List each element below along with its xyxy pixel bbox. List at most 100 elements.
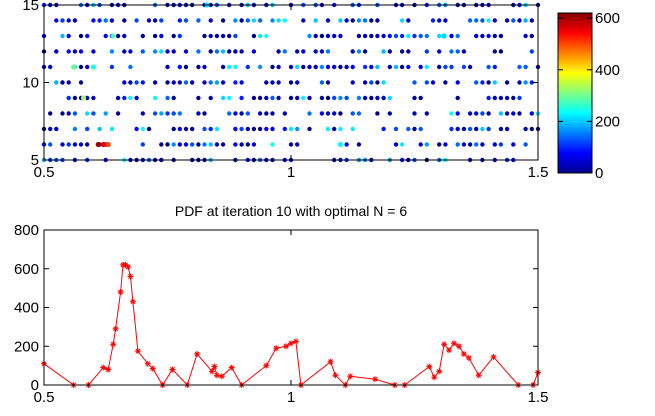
scatter-point [443, 80, 448, 85]
scatter-point [461, 64, 467, 70]
pdf-marker [112, 325, 119, 332]
scatter-point [146, 18, 152, 23]
scatter-point [288, 126, 294, 132]
scatter-point [85, 33, 90, 39]
scatter-point [115, 111, 121, 116]
scatter-point [220, 64, 226, 70]
scatter-point [171, 80, 176, 85]
scatter-point [480, 33, 485, 39]
scatter-point [270, 64, 275, 70]
scatter-point [264, 80, 269, 85]
scatter-point [362, 18, 368, 23]
scatter-point [529, 49, 534, 54]
scatter-point [190, 142, 195, 147]
scatter-point [369, 80, 374, 85]
scatter-point [486, 111, 491, 116]
scatter-point [461, 126, 467, 132]
scatter-point [171, 95, 176, 101]
scatter-point [270, 126, 275, 132]
scatter-point [214, 126, 220, 132]
scatter-point [214, 142, 220, 147]
scatter-point [183, 64, 189, 70]
scatter-y-tick-label: 10 [22, 75, 39, 92]
scatter-point [245, 64, 250, 70]
scatter-point [239, 111, 244, 116]
scatter-point [350, 80, 355, 85]
scatter-point [257, 33, 263, 39]
line-y-tick-label: 200 [14, 338, 39, 355]
scatter-point [437, 142, 442, 147]
colorbar: 0 200 400 600 [557, 10, 620, 182]
scatter-point [467, 111, 473, 116]
pdf-marker [431, 374, 438, 381]
scatter-point [251, 142, 257, 147]
scatter-point [504, 95, 510, 101]
scatter-point [177, 142, 182, 147]
scatter-point [264, 95, 269, 101]
scatter-point [461, 49, 467, 54]
pdf-marker [124, 263, 131, 270]
pdf-marker [110, 341, 117, 348]
scatter-point [171, 111, 176, 116]
scatter-point [152, 49, 158, 54]
scatter-point [455, 49, 460, 54]
scatter-point [196, 142, 201, 147]
scatter-point [270, 18, 275, 23]
scatter-point [517, 64, 522, 70]
scatter-point [282, 49, 287, 54]
scatter-point [362, 80, 368, 85]
scatter-point [455, 33, 460, 39]
scatter-point [486, 64, 491, 70]
line-ticks: 0.5 1 1.5 0 200 400 600 800 [14, 222, 548, 406]
scatter-point [381, 95, 386, 101]
scatter-point [480, 18, 485, 23]
line-y-tick-label: 600 [14, 261, 39, 278]
scatter-point [208, 49, 213, 54]
scatter-point [362, 64, 368, 70]
scatter-point [486, 80, 491, 85]
scatter-point [270, 95, 275, 101]
scatter-point [387, 64, 392, 70]
scatter-point [325, 80, 331, 85]
pdf-marker [100, 364, 107, 371]
scatter-point [381, 80, 386, 85]
scatter-point [362, 49, 368, 54]
scatter-point [332, 33, 337, 39]
scatter-point [480, 126, 485, 132]
scatter-point [251, 95, 257, 101]
scatter-point [159, 18, 164, 23]
scatter-point [498, 142, 504, 147]
scatter-point [78, 142, 84, 147]
scatter-point [511, 18, 516, 23]
scatter-point [134, 80, 139, 85]
scatter-point [325, 33, 331, 39]
scatter-point [66, 33, 71, 39]
scatter-point [375, 64, 380, 70]
scatter-point [474, 18, 479, 23]
scatter-point [369, 95, 374, 101]
scatter-point [208, 142, 213, 147]
scatter-point [301, 95, 306, 101]
scatter-point [196, 111, 201, 116]
scatter-point [239, 95, 244, 101]
pdf-marker [426, 363, 433, 370]
scatter-point [295, 49, 300, 54]
scatter-point [301, 49, 306, 54]
scatter-point [313, 18, 318, 23]
scatter-point [239, 142, 244, 147]
scatter-point [511, 142, 516, 147]
scatter-point [412, 33, 417, 39]
scatter-point [270, 80, 275, 85]
scatter-point [399, 18, 405, 23]
scatter-point-hot [441, 33, 447, 39]
scatter-point [220, 95, 226, 101]
scatter-point [214, 80, 220, 85]
line-panel: PDF at iteration 10 with optimal N = 6 0… [14, 203, 548, 406]
scatter-point [307, 64, 312, 70]
scatter-point [152, 33, 158, 39]
scatter-point-hot [110, 33, 116, 39]
pdf-marker [218, 373, 225, 380]
scatter-point [325, 18, 331, 23]
pdf-marker [194, 351, 201, 357]
scatter-point [165, 64, 170, 70]
